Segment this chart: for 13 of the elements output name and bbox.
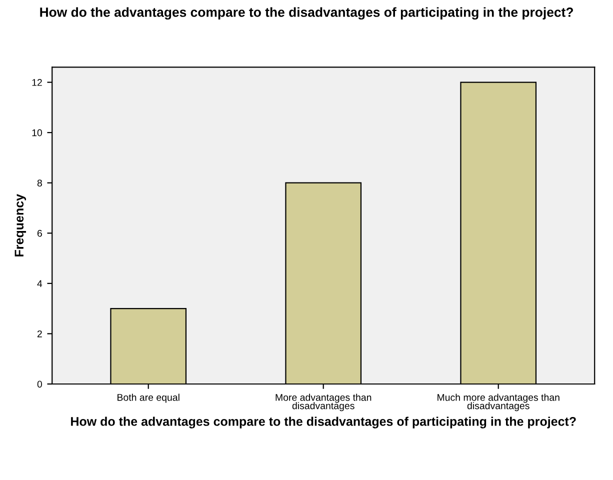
y-tick-label: 4	[37, 280, 42, 287]
y-tick-label: 10	[32, 129, 42, 136]
y-tick-label: 8	[37, 180, 42, 186]
x-axis-title: How do the advantages compare to the disadvantages of participating in the project?	[71, 416, 576, 428]
x-tick-label: Much more advantages than disadvantages	[438, 394, 560, 412]
y-tick-label: 12	[32, 79, 42, 86]
y-tick-label: 6	[37, 230, 42, 237]
y-axis-title: Frequency	[14, 194, 26, 256]
y-tick-label: 2	[37, 330, 42, 338]
chart-title: How do the advantages compare to the disadvantages of participating in the project?	[40, 7, 573, 20]
x-tick-label: More advantages than disadvantages	[276, 394, 372, 412]
y-tick-label: 0	[37, 380, 42, 388]
x-tick-label: Both are equal	[118, 394, 180, 403]
